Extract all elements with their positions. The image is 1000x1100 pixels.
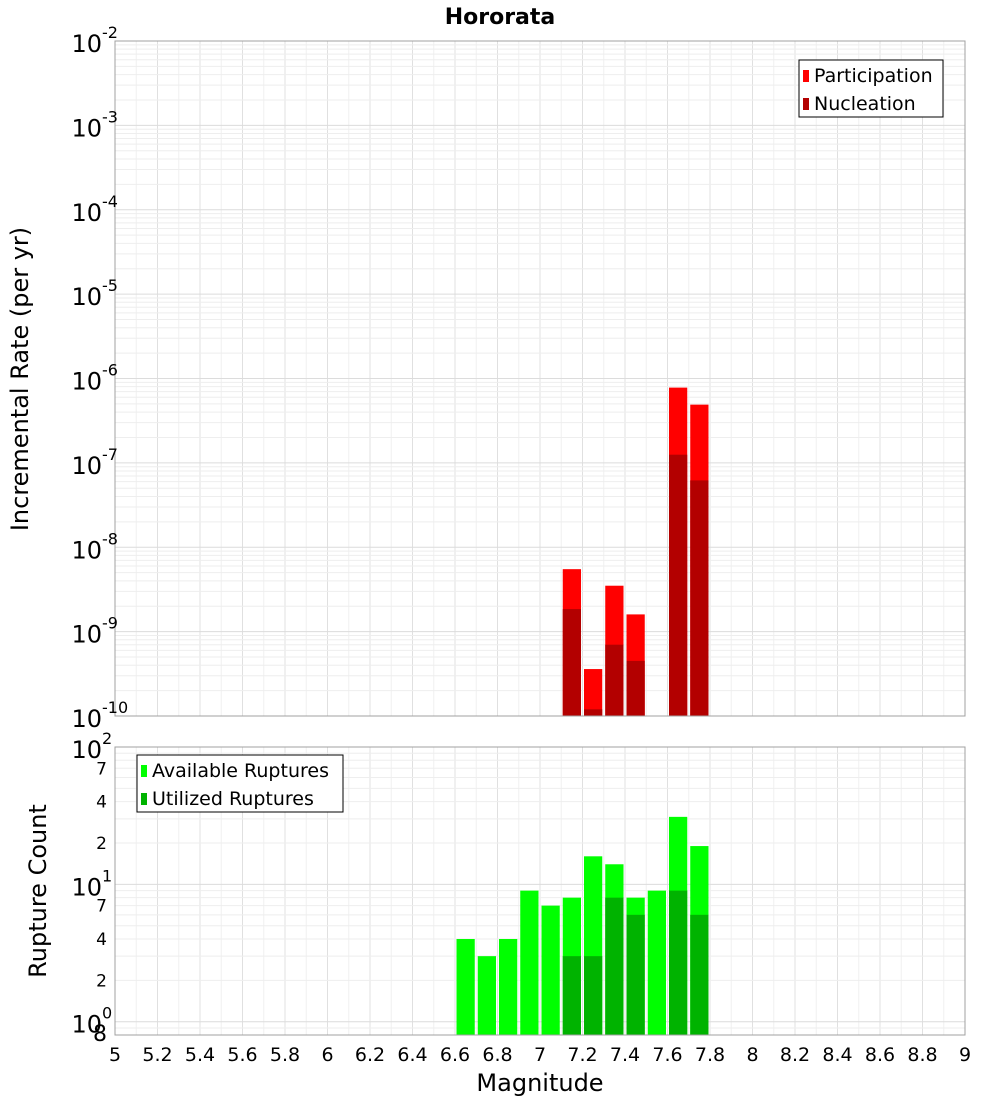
rate-panel: 10-210-310-410-510-610-710-810-910 -10Par… bbox=[71, 23, 966, 733]
count-y-tick-label: 7 bbox=[96, 759, 107, 779]
rate-bar-nucleation bbox=[605, 644, 624, 716]
count-y-tick-label: 4 bbox=[96, 930, 107, 950]
count-y-tick-label: 10 bbox=[71, 1011, 102, 1039]
x-tick-label: 6.6 bbox=[440, 1044, 470, 1066]
count-bar-utilized-ruptures bbox=[690, 914, 709, 1035]
count-bar-utilized-ruptures bbox=[669, 890, 688, 1035]
rate-y-tick-label: 10 bbox=[71, 368, 102, 396]
count-legend-swatch bbox=[141, 765, 147, 777]
count-bar-utilized-ruptures bbox=[626, 914, 645, 1035]
x-tick-label: 8.6 bbox=[865, 1044, 895, 1066]
rate-y-tick-label: 10 bbox=[71, 30, 102, 58]
count-y-tick-label: 4 bbox=[96, 793, 107, 813]
x-tick-label: 7.4 bbox=[610, 1044, 640, 1066]
rate-bar-participation bbox=[584, 669, 603, 716]
count-bar-available-ruptures bbox=[520, 890, 539, 1035]
rate-y-tick-exponent: -9 bbox=[102, 614, 118, 633]
x-tick-label: 9 bbox=[959, 1044, 971, 1066]
x-tick-label: 6.4 bbox=[397, 1044, 427, 1066]
count-y-tick-label: 10 bbox=[71, 873, 102, 901]
rate-legend-label: Nucleation bbox=[814, 93, 916, 115]
rate-legend-label: Participation bbox=[814, 65, 933, 87]
x-tick-label: 5.8 bbox=[270, 1044, 300, 1066]
rate-legend-swatch bbox=[803, 70, 809, 82]
x-tick-label: 8 bbox=[746, 1044, 758, 1066]
count-y-tick-label: 2 bbox=[96, 971, 107, 991]
rate-legend-swatch bbox=[803, 98, 809, 110]
count-bar-available-ruptures bbox=[647, 890, 666, 1035]
x-tick-label: 7.8 bbox=[695, 1044, 725, 1066]
rate-y-tick-label: 10 bbox=[71, 705, 102, 733]
x-tick-label: 5.2 bbox=[142, 1044, 172, 1066]
x-tick-label: 5.4 bbox=[185, 1044, 215, 1066]
rate-bar-nucleation bbox=[562, 609, 581, 716]
rate-y-tick-label: 10 bbox=[71, 452, 102, 480]
count-plot-border bbox=[114, 746, 966, 1036]
rate-y-tick-exponent: -3 bbox=[102, 107, 118, 126]
top-y-axis-label: Incremental Rate (per yr) bbox=[6, 227, 34, 531]
x-tick-label: 7 bbox=[534, 1044, 546, 1066]
count-y-tick-exponent: 0 bbox=[102, 1004, 112, 1023]
count-y-tick-exponent: 2 bbox=[102, 729, 112, 748]
rate-y-tick-exponent: -4 bbox=[102, 192, 118, 211]
count-legend-label: Available Ruptures bbox=[152, 760, 329, 782]
count-y-tick-label: 7 bbox=[96, 897, 107, 917]
x-axis-ticks: 5 5.2 5.4 5.6 5.8 6 6.2 6.4 6.6 6.8 7 7.2 7.4 7.6 7.8 8… bbox=[109, 1044, 971, 1066]
count-legend bbox=[136, 754, 344, 813]
bottom-y-axis-label: Rupture Count bbox=[24, 804, 52, 978]
rate-y-tick-exponent: -5 bbox=[102, 276, 118, 295]
rate-bar-nucleation bbox=[669, 454, 688, 716]
x-axis-label: Magnitude bbox=[476, 1069, 603, 1097]
count-bar-utilized-ruptures bbox=[562, 956, 581, 1035]
x-tick-label: 8.4 bbox=[822, 1044, 852, 1066]
count-y-tick-label: 8 bbox=[93, 1022, 107, 1047]
x-tick-label: 7.2 bbox=[567, 1044, 597, 1066]
rate-plot-border bbox=[114, 40, 966, 717]
count-bar-available-ruptures bbox=[477, 956, 496, 1035]
rate-y-tick-exponent: -2 bbox=[102, 23, 118, 42]
x-tick-label: 6 bbox=[321, 1044, 333, 1066]
rate-y-tick-label: 10 bbox=[71, 621, 102, 649]
x-tick-label: 8.8 bbox=[907, 1044, 937, 1066]
rate-bar-nucleation bbox=[626, 660, 645, 716]
count-y-tick-label: 10 bbox=[71, 736, 102, 764]
rate-legend bbox=[798, 59, 944, 118]
rate-y-tick-exponent: -6 bbox=[102, 361, 118, 380]
x-tick-label: 8.2 bbox=[780, 1044, 810, 1066]
count-bar-available-ruptures bbox=[499, 939, 518, 1035]
rate-y-tick-label: 10 bbox=[71, 114, 102, 142]
x-tick-label: 5.6 bbox=[227, 1044, 257, 1066]
count-legend-label: Utilized Ruptures bbox=[152, 788, 314, 810]
count-legend-swatch bbox=[141, 793, 147, 805]
x-tick-label: 7.6 bbox=[652, 1044, 682, 1066]
count-y-tick-label: 2 bbox=[96, 834, 107, 854]
count-bar-available-ruptures bbox=[456, 939, 475, 1035]
count-y-tick-exponent: 1 bbox=[102, 866, 112, 885]
count-bar-utilized-ruptures bbox=[605, 897, 624, 1035]
rate-bar-nucleation bbox=[584, 709, 603, 716]
rate-y-tick-label: 10 bbox=[71, 199, 102, 227]
x-tick-label: 6.8 bbox=[482, 1044, 512, 1066]
x-tick-label: 5 bbox=[109, 1044, 121, 1066]
rate-y-tick-exponent: -10 bbox=[102, 698, 128, 717]
rate-y-tick-label: 10 bbox=[71, 536, 102, 564]
rate-y-tick-exponent: -7 bbox=[102, 445, 118, 464]
rate-y-tick-exponent: -8 bbox=[102, 529, 118, 548]
x-tick-label: 6.2 bbox=[355, 1044, 385, 1066]
count-bar-available-ruptures bbox=[541, 905, 560, 1035]
chart-title: Hororata bbox=[445, 5, 556, 30]
rate-y-tick-label: 10 bbox=[71, 283, 102, 311]
count-bar-utilized-ruptures bbox=[584, 956, 603, 1035]
rate-bar-nucleation bbox=[690, 480, 709, 716]
